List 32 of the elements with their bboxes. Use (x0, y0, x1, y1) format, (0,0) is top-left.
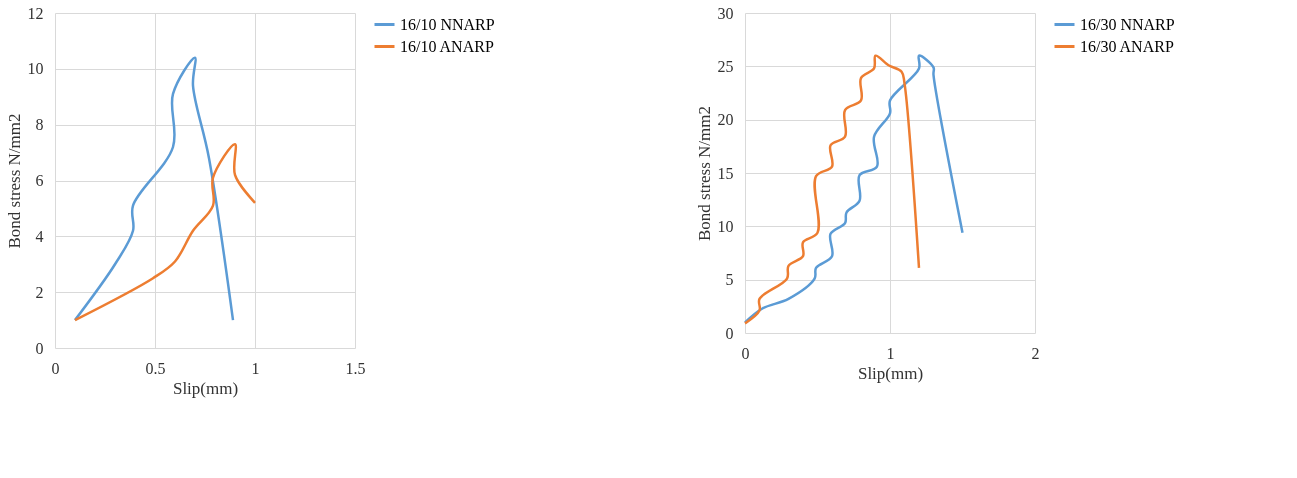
y-tick-label: 20 (717, 111, 734, 129)
y-tick-label: 6 (35, 172, 44, 189)
x-tick-label: 0 (51, 359, 60, 377)
y-tick-label: 0 (725, 324, 734, 342)
y-axis-title: Bond stress N/mm2 (694, 105, 714, 242)
y-tick-label: 10 (717, 217, 734, 235)
y-tick-label: 5 (725, 271, 734, 289)
legend-label: 16/30 ANARP (1080, 37, 1174, 55)
y-tick-label: 4 (35, 227, 44, 245)
x-axis-title: Slip(mm) (172, 378, 239, 398)
y-tick-label: 10 (27, 60, 44, 78)
x-tick-label: 1.5 (345, 359, 366, 377)
legend-label: 16/30 NNARP (1080, 15, 1175, 33)
y-tick-label: 12 (27, 4, 44, 22)
x-axis-title: Slip(mm) (857, 363, 924, 383)
y-tick-label: 15 (717, 164, 734, 182)
y-tick-label: 8 (35, 116, 44, 134)
x-tick-label: 1 (251, 359, 260, 377)
x-tick-label: 2 (1031, 344, 1040, 362)
x-tick-label: 0 (741, 344, 750, 362)
y-tick-label: 2 (35, 283, 44, 301)
line-series (73, 142, 257, 322)
y-axis-title: Bond stress N/mm2 (4, 113, 24, 249)
x-tick-label: 1 (886, 344, 895, 362)
line-series (743, 54, 964, 324)
y-tick-label: 30 (717, 4, 734, 22)
x-tick-label: 0.5 (145, 359, 166, 377)
y-tick-label: 25 (717, 57, 734, 75)
line-series (73, 56, 235, 322)
legend-label: 16/10 NNARP (400, 15, 495, 33)
legend-label: 16/10 ANARP (400, 37, 494, 55)
line-series (743, 54, 921, 325)
